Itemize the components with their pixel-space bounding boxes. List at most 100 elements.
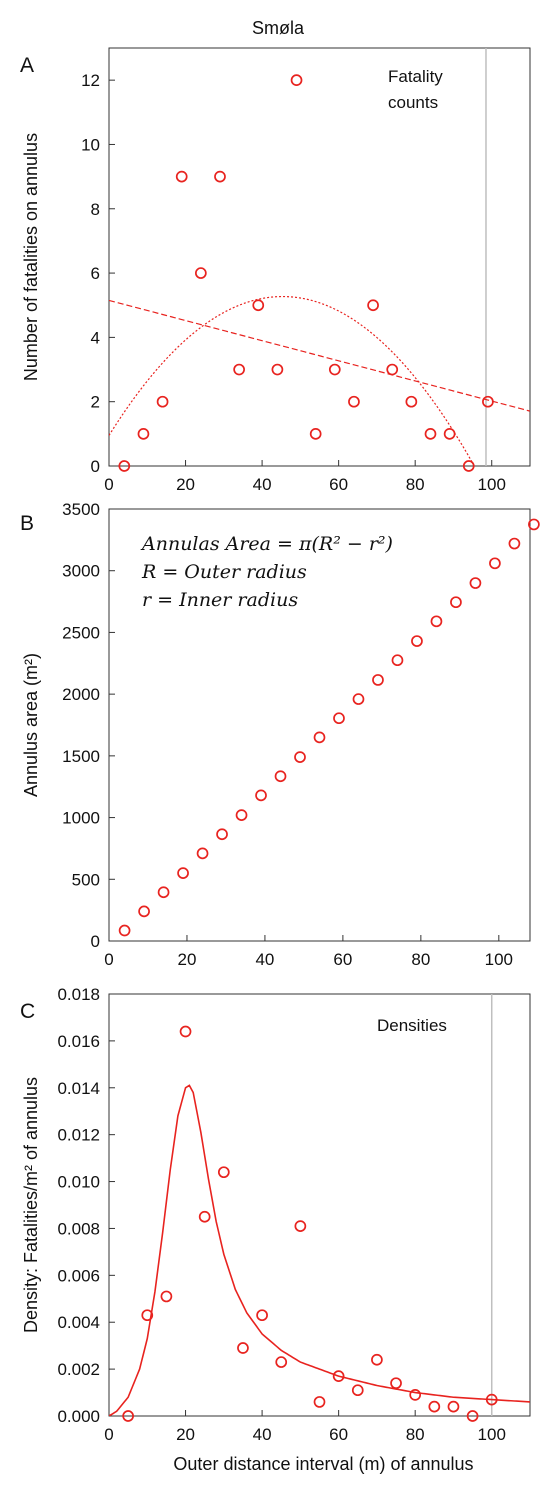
annotation-text: Densities — [377, 1016, 447, 1035]
data-point — [348, 395, 360, 408]
y-tick-label: 0.010 — [57, 1173, 100, 1192]
data-point — [391, 654, 404, 667]
data-point — [216, 828, 228, 841]
x-tick-label: 100 — [478, 475, 506, 494]
y-tick-label: 10 — [81, 135, 100, 154]
y-tick-label: 6 — [91, 264, 100, 283]
y-tick-label: 3500 — [62, 500, 100, 519]
panel-c: C 0.000 0.002 0.004 0.006 0.008 0.010 0.012 0.01… — [20, 985, 531, 1474]
y-tick-label: 2000 — [62, 685, 100, 704]
data-point — [274, 770, 287, 783]
data-point — [405, 395, 418, 408]
x-tick-label: 100 — [485, 950, 513, 969]
y-tick-label: 1000 — [62, 809, 100, 828]
data-point — [118, 460, 131, 472]
data-point — [430, 615, 443, 628]
panel-label: B — [20, 512, 34, 535]
y-tick-label: 12 — [81, 71, 100, 90]
y-tick-label: 0.008 — [57, 1219, 100, 1238]
linear-fit-line — [109, 299, 530, 412]
data-point — [233, 363, 245, 376]
data-point — [198, 1210, 211, 1223]
data-point — [157, 886, 170, 899]
panel-label: C — [20, 1000, 35, 1023]
data-point — [469, 577, 482, 589]
plot-frame — [108, 47, 531, 467]
data-point — [138, 905, 150, 918]
data-point — [428, 1400, 441, 1413]
data-point — [328, 363, 341, 376]
y-tick-label: 0 — [91, 457, 100, 476]
x-tick-label: 60 — [333, 950, 352, 969]
data-point — [371, 1353, 383, 1366]
quadratic-fit-line — [109, 295, 476, 466]
data-point — [309, 427, 322, 440]
data-point — [271, 363, 284, 376]
y-axis-label: Density: Fatalities/m² of annulus — [21, 1077, 41, 1333]
data-point — [333, 712, 345, 725]
data-point — [294, 1220, 307, 1232]
y-tick-label: 0.012 — [57, 1126, 100, 1145]
data-point — [485, 1393, 498, 1406]
x-tick-label: 100 — [478, 1425, 506, 1444]
y-axis-label: Number of fatalities on annulus — [21, 133, 41, 381]
y-tick-label: 0.018 — [57, 985, 100, 1004]
x-tick-label: 20 — [176, 475, 195, 494]
x-tick-label: 40 — [253, 1425, 272, 1444]
annotation-text: counts — [388, 93, 438, 112]
data-point — [290, 74, 303, 87]
data-point — [390, 1377, 402, 1390]
x-tick-label: 80 — [406, 475, 425, 494]
x-axis-label: Outer distance interval (m) of annulus — [173, 1454, 473, 1474]
data-point — [450, 596, 462, 609]
x-tick-label: 40 — [253, 475, 272, 494]
x-tick-label: 0 — [104, 950, 113, 969]
data-point — [160, 1290, 173, 1303]
data-point — [252, 299, 265, 312]
x-tick-label: 80 — [406, 1425, 425, 1444]
data-point — [411, 635, 423, 647]
panel-a: A 0 2 4 6 8 10 12 0 20 40 60 80 100 Number of fataliti… — [20, 47, 531, 494]
data-points — [118, 74, 494, 472]
y-tick-label: 1500 — [62, 747, 100, 766]
data-point — [237, 1342, 249, 1354]
y-tick-label: 0.006 — [57, 1266, 100, 1285]
data-point — [294, 751, 306, 763]
panel-b: B 0 500 1000 1500 2000 2500 3000 3500 0 20 40 60 80 10… — [20, 500, 540, 969]
data-point — [141, 1309, 154, 1322]
y-tick-label: 500 — [72, 870, 100, 889]
data-point — [175, 170, 188, 183]
data-point — [424, 427, 437, 440]
data-point — [443, 427, 456, 440]
annotation-text: Fatality — [388, 67, 443, 86]
data-point — [528, 518, 540, 531]
x-tick-label: 80 — [411, 950, 430, 969]
data-point — [217, 1166, 230, 1179]
plot-frame — [108, 993, 531, 1417]
plot-area — [109, 48, 530, 466]
formula-text: r = Inner radius — [142, 589, 298, 611]
figure-title: Smøla — [252, 18, 305, 38]
y-tick-label: 4 — [91, 328, 100, 347]
data-point — [256, 1309, 268, 1322]
data-point — [255, 789, 267, 802]
data-point — [214, 170, 226, 183]
data-point — [177, 867, 189, 879]
data-points — [118, 518, 540, 937]
y-axis-label: Annulus area (m²) — [21, 653, 41, 797]
plot-area — [109, 994, 530, 1416]
data-point — [332, 1370, 345, 1382]
data-point — [508, 537, 521, 550]
data-point — [313, 1396, 326, 1408]
x-tick-label: 0 — [104, 475, 113, 494]
plot-frame — [108, 508, 531, 942]
y-tick-label: 0.014 — [57, 1079, 100, 1098]
data-point — [409, 1389, 422, 1401]
data-point — [196, 847, 209, 860]
data-point — [466, 1410, 479, 1422]
y-tick-label: 0.000 — [57, 1407, 100, 1426]
x-tick-label: 40 — [255, 950, 274, 969]
data-point — [462, 460, 475, 472]
data-point — [195, 267, 207, 279]
